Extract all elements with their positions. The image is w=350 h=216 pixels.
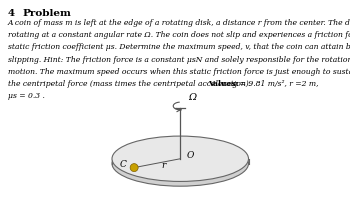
Text: Problem: Problem <box>22 9 71 18</box>
Text: static friction coefficient μs. Determine the maximum speed, v, that the coin ca: static friction coefficient μs. Determin… <box>8 43 350 51</box>
Text: motion. The maximum speed occurs when this static friction force is just enough : motion. The maximum speed occurs when th… <box>8 68 350 76</box>
Text: g = 9.81 m/s², r =2 m,: g = 9.81 m/s², r =2 m, <box>230 80 318 88</box>
Text: r: r <box>161 161 166 170</box>
Text: 4: 4 <box>8 9 15 18</box>
Text: C: C <box>119 160 126 169</box>
Text: μs = 0.3 .: μs = 0.3 . <box>8 92 45 100</box>
Text: O: O <box>186 151 194 160</box>
Text: slipping. Hint: The friction force is a constant μsN and solely responsible for : slipping. Hint: The friction force is a … <box>8 56 350 64</box>
Text: Ω: Ω <box>188 93 196 102</box>
Circle shape <box>130 164 138 172</box>
Text: the centripetal force (mass times the centripetal acceleration).: the centripetal force (mass times the ce… <box>8 80 253 88</box>
Ellipse shape <box>112 136 248 181</box>
Text: Values:: Values: <box>208 80 239 88</box>
Text: rotating at a constant angular rate Ω. The coin does not slip and experiences a : rotating at a constant angular rate Ω. T… <box>8 31 350 39</box>
Text: A coin of mass m is left at the edge of a rotating disk, a distance r from the c: A coin of mass m is left at the edge of … <box>8 19 350 27</box>
Ellipse shape <box>112 141 248 186</box>
